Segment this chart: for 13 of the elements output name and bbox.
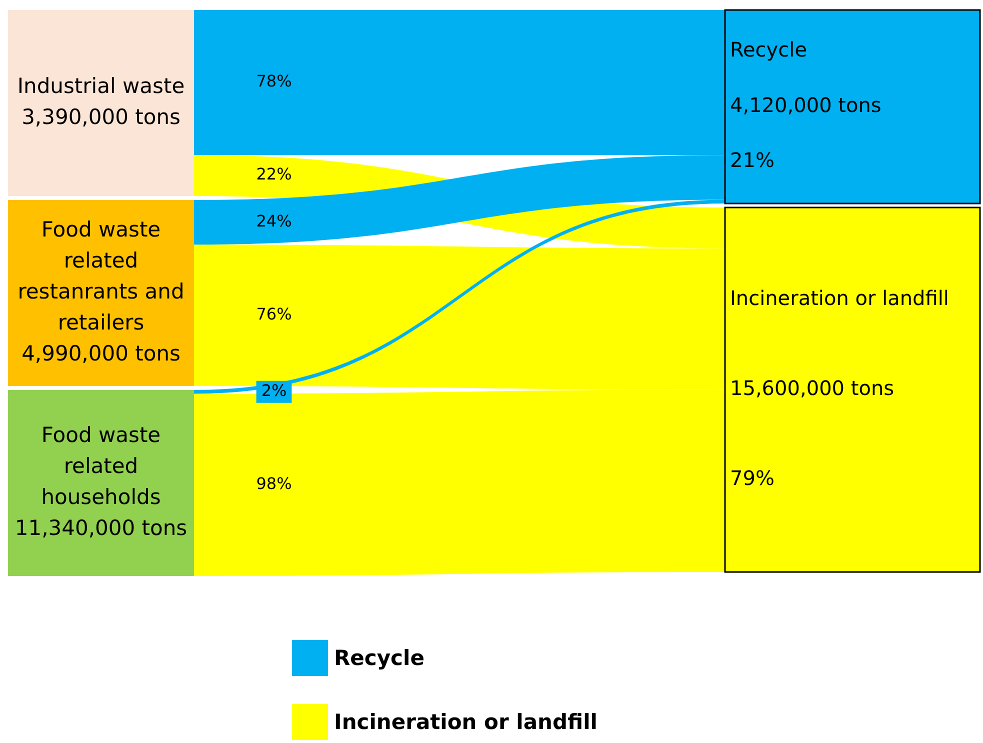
category-label: Food waste related households 11,340,000 tons xyxy=(14,422,188,540)
data-label: 2% xyxy=(261,381,287,400)
text: Incineration or landfill 15,600,000 tons 79% xyxy=(730,286,949,490)
data-label: 76% xyxy=(256,304,292,324)
text: Recycle 4,120,000 tons 21% xyxy=(730,38,882,172)
data-label: 24% xyxy=(256,211,292,230)
data-label: 78% xyxy=(256,72,292,91)
legend-label: Recycle xyxy=(334,646,424,670)
data-label: 98% xyxy=(256,474,292,494)
data-label: 22% xyxy=(256,164,292,184)
category-label: Food waste related restanrants and retailers 4,990,000 tons xyxy=(18,217,184,366)
legend-label: Incineration or landfill xyxy=(334,710,598,734)
category-label: Industrial waste 3,390,000 tons xyxy=(17,74,185,129)
